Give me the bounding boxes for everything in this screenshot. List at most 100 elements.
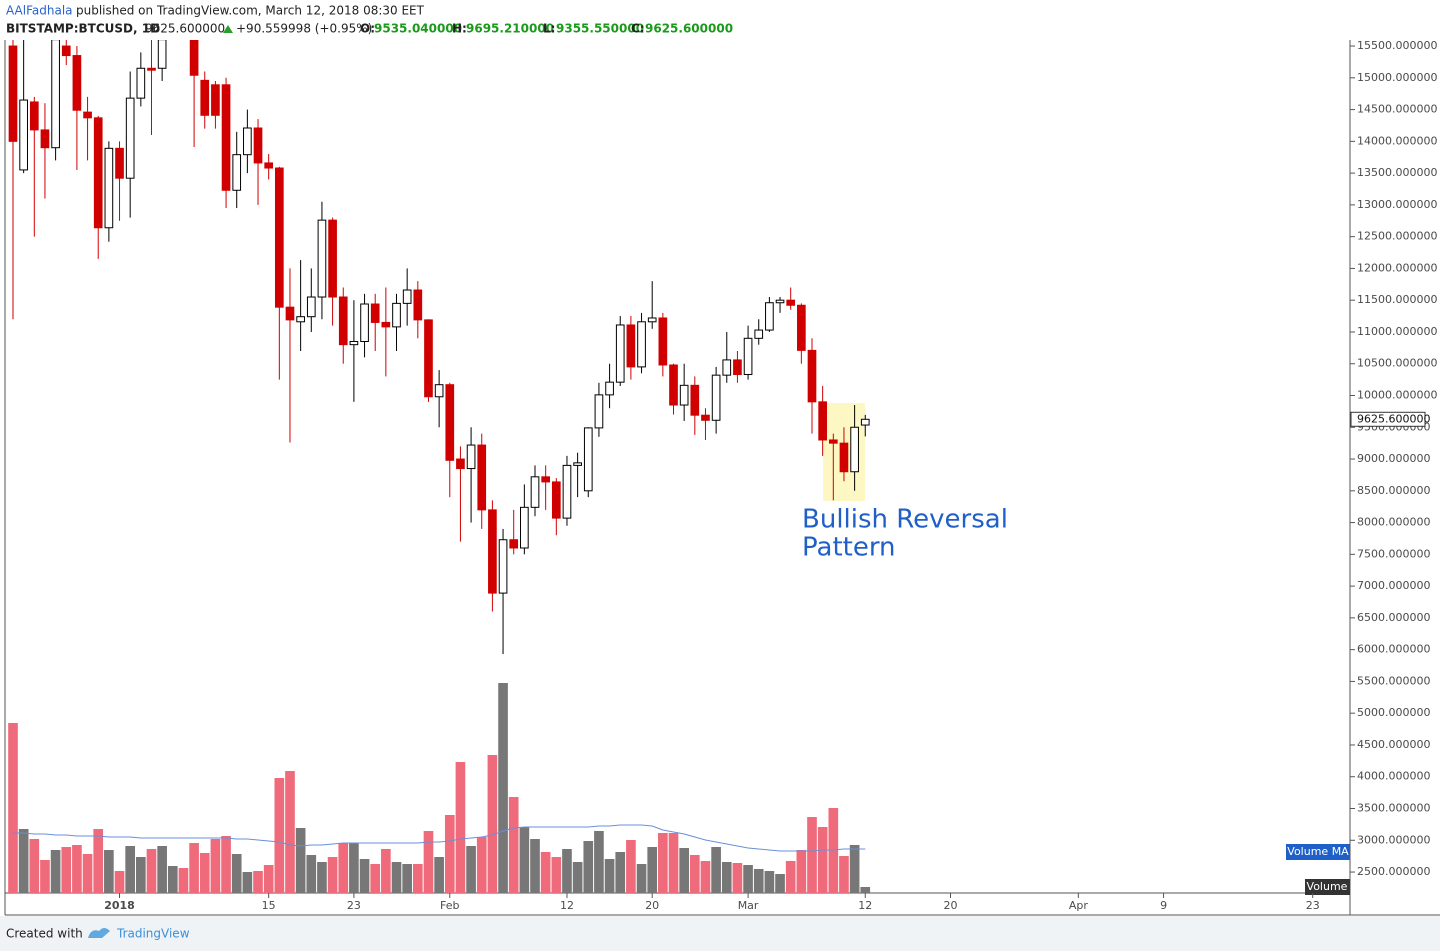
volume-ma-badge (1286, 844, 1350, 860)
volume-bar (498, 683, 508, 893)
volume-bar (668, 833, 679, 893)
volume-bar (29, 839, 40, 893)
y-tick-label: 12000.000000 (1357, 261, 1437, 274)
candle-body (392, 302, 401, 328)
volume-bar (753, 869, 764, 893)
volume-bar (125, 846, 136, 893)
candle-body (839, 442, 849, 473)
volume-bar (785, 861, 796, 893)
candle-body (72, 55, 82, 111)
candle-body (520, 506, 529, 549)
candle-body (690, 384, 700, 416)
symbol: BITSTAMP:BTCUSD, 1D (6, 22, 160, 36)
y-tick-label: 10000.000000 (1357, 388, 1437, 401)
candle-body (594, 394, 604, 429)
author[interactable]: AAlFadhala (6, 4, 73, 18)
y-tick-label: 14500.000000 (1357, 103, 1437, 116)
volume-bar (93, 829, 104, 893)
volume-bar (370, 864, 381, 893)
x-tick-label: 23 (1306, 899, 1320, 912)
volume-bar (658, 833, 668, 893)
candle-body (83, 111, 92, 119)
candle-body (360, 303, 369, 342)
candle-body (211, 84, 220, 116)
volume-bar (306, 855, 317, 893)
candle-body (562, 464, 572, 519)
candle-body (573, 462, 582, 466)
volume-bar (381, 849, 391, 893)
volume-bar (689, 855, 700, 893)
volume-bar (317, 862, 327, 893)
y-tick-label: 2500.000000 (1357, 865, 1430, 878)
volume-bar (455, 762, 466, 893)
volume-bar (199, 853, 210, 893)
plot (8, 40, 871, 893)
volume-bar (764, 871, 775, 893)
volume-bar (8, 723, 18, 893)
volume-bar (604, 859, 615, 893)
y-tick-label: 10500.000000 (1357, 357, 1437, 370)
price-badge (1350, 411, 1426, 427)
volume-bar (583, 841, 594, 893)
brand[interactable]: TradingView (116, 927, 190, 941)
candle-body (29, 101, 39, 131)
candle-body (509, 539, 519, 549)
candle-body (104, 147, 114, 229)
created-with: Created with (6, 927, 83, 941)
candle-body (818, 401, 827, 441)
y-tick-label: 6500.000000 (1357, 611, 1430, 624)
volume-bar (104, 850, 114, 893)
volume-bar (530, 839, 540, 893)
volume-bar (487, 755, 498, 893)
volume-bar (807, 817, 817, 893)
volume-bar (594, 831, 604, 893)
candle-body (51, 40, 60, 149)
x-tick-label: 20 (645, 899, 659, 912)
candle-body (498, 539, 508, 594)
y-tick-label: 6000.000000 (1357, 643, 1430, 656)
candle-body (679, 384, 689, 406)
candle-body (647, 317, 657, 323)
y-tick-label: 13500.000000 (1357, 166, 1437, 179)
volume-bar (189, 843, 199, 893)
candle-body (125, 97, 135, 179)
candle-body (157, 40, 167, 69)
volume-bar (476, 837, 487, 893)
volume-ma-label: Volume MA (1287, 845, 1349, 858)
volume-bar (253, 871, 263, 893)
candle-body (466, 444, 476, 470)
published: published on TradingView.com, March 12, … (76, 4, 425, 18)
o-label: O: (360, 22, 375, 36)
volume-bar (61, 847, 72, 893)
candle-body (541, 476, 550, 483)
y-tick-label: 11000.000000 (1357, 325, 1437, 338)
x-tick-label: 9 (1160, 899, 1167, 912)
volume-ma-line (13, 824, 866, 852)
volume-bar (285, 771, 295, 893)
volume-bar (221, 836, 231, 893)
volume-bar (636, 864, 647, 893)
volume-bar (274, 778, 285, 893)
volume-bar (391, 862, 402, 893)
volume-bar (572, 862, 583, 893)
candle-body (338, 296, 348, 346)
candle-body (669, 364, 678, 406)
candle-body (456, 458, 465, 470)
volume-bar (839, 856, 849, 893)
y-tick-label: 8500.000000 (1357, 484, 1430, 497)
o-value: 9535.040000 (374, 22, 462, 36)
candle-body (115, 147, 124, 179)
volume-bar (551, 857, 562, 893)
candle-body (583, 427, 593, 492)
candle-body (274, 167, 284, 308)
candle-body (733, 359, 742, 376)
volume-bar (114, 871, 125, 893)
candle-body (850, 426, 859, 473)
footer-bg (0, 916, 1440, 951)
volume-bar (146, 849, 157, 893)
x-tick-label: Feb (440, 899, 459, 912)
candle-body (424, 319, 433, 398)
candle-body (413, 289, 423, 321)
h-value: 9695.210000 (466, 22, 554, 36)
